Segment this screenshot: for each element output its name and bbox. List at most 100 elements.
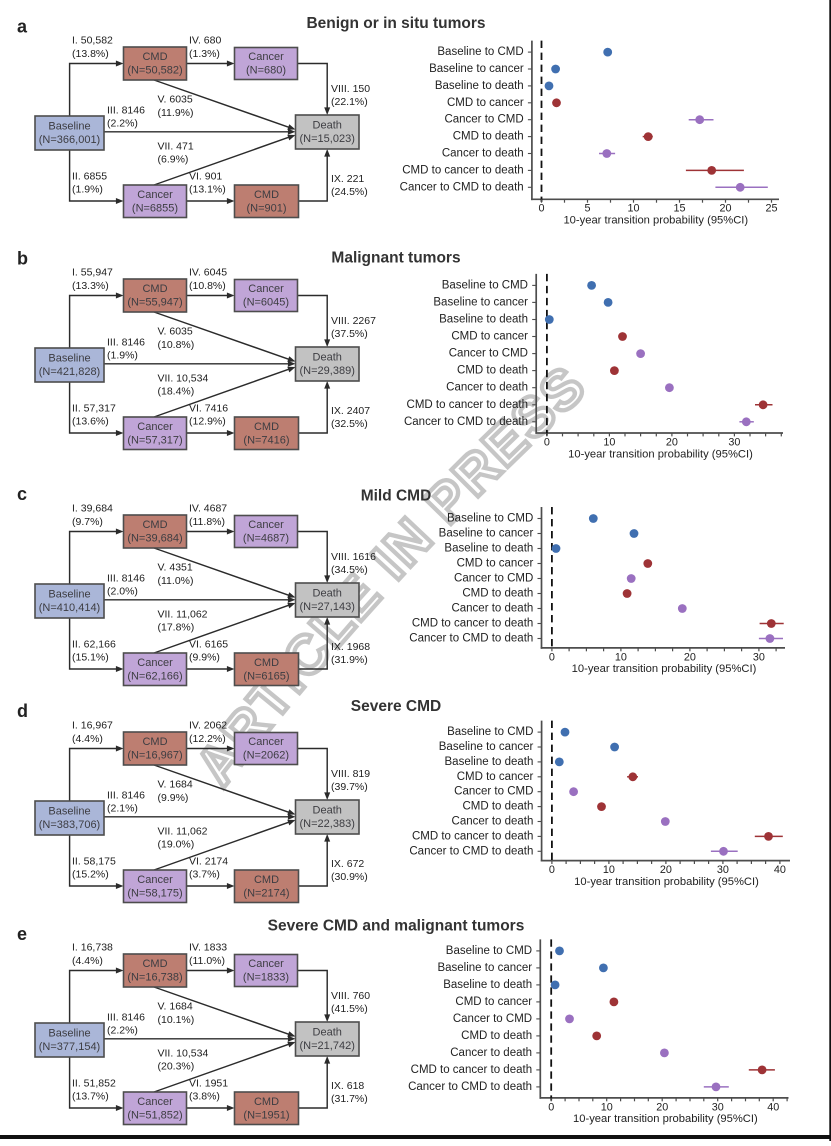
svg-text:VII. 11,062: VII. 11,062 xyxy=(158,825,208,837)
svg-text:Cancer to CMD to death: Cancer to CMD to death xyxy=(404,416,528,428)
svg-text:Cancer to CMD to death: Cancer to CMD to death xyxy=(400,181,524,193)
svg-text:c: c xyxy=(17,484,27,504)
svg-text:(N=16,738): (N=16,738) xyxy=(127,972,182,984)
svg-text:IV. 680: IV. 680 xyxy=(189,35,221,47)
svg-text:20: 20 xyxy=(684,651,696,663)
svg-text:(39.7%): (39.7%) xyxy=(331,781,368,793)
svg-text:20: 20 xyxy=(666,436,678,448)
svg-text:Cancer to CMD to death: Cancer to CMD to death xyxy=(409,633,533,645)
svg-text:(2.1%): (2.1%) xyxy=(107,803,138,815)
svg-text:Severe CMD and malignant tumor: Severe CMD and malignant tumors xyxy=(268,917,525,934)
svg-text:a: a xyxy=(17,17,28,37)
svg-text:(N=410,414): (N=410,414) xyxy=(39,602,100,614)
svg-text:(4.4%): (4.4%) xyxy=(72,733,103,745)
svg-text:III. 8146: III. 8146 xyxy=(107,573,145,585)
svg-text:40: 40 xyxy=(774,864,786,876)
svg-text:(18.4%): (18.4%) xyxy=(158,386,195,398)
svg-text:IX. 221: IX. 221 xyxy=(331,173,364,185)
svg-text:20: 20 xyxy=(660,864,672,876)
svg-text:(1.9%): (1.9%) xyxy=(107,350,138,362)
svg-text:V. 1684: V. 1684 xyxy=(158,779,193,791)
svg-text:(N=1833): (N=1833) xyxy=(243,972,289,984)
svg-text:30: 30 xyxy=(712,1101,724,1113)
svg-text:(N=6045): (N=6045) xyxy=(243,297,289,309)
svg-text:Cancer: Cancer xyxy=(248,736,284,748)
svg-text:(15.1%): (15.1%) xyxy=(72,652,109,664)
svg-text:Mild CMD: Mild CMD xyxy=(361,488,432,505)
svg-text:VI. 2174: VI. 2174 xyxy=(189,855,228,867)
svg-text:V. 1684: V. 1684 xyxy=(158,1001,193,1013)
svg-text:(N=55,947): (N=55,947) xyxy=(127,297,182,309)
svg-text:Baseline to CMD: Baseline to CMD xyxy=(437,46,523,58)
svg-text:Baseline to cancer: Baseline to cancer xyxy=(429,63,524,75)
svg-text:Baseline to CMD: Baseline to CMD xyxy=(447,726,533,738)
svg-text:0: 0 xyxy=(549,864,555,876)
svg-text:VII. 11,062: VII. 11,062 xyxy=(158,608,208,620)
svg-text:IV. 6045: IV. 6045 xyxy=(189,267,227,279)
svg-text:CMD: CMD xyxy=(254,874,279,886)
svg-text:(10.1%): (10.1%) xyxy=(158,1014,195,1026)
svg-text:CMD to cancer: CMD to cancer xyxy=(451,331,528,343)
svg-text:Baseline to cancer: Baseline to cancer xyxy=(439,528,534,540)
svg-text:(31.9%): (31.9%) xyxy=(331,654,368,666)
svg-text:(30.9%): (30.9%) xyxy=(331,871,368,883)
svg-text:Cancer to CMD: Cancer to CMD xyxy=(444,114,523,126)
svg-text:(N=58,175): (N=58,175) xyxy=(127,888,182,900)
svg-text:I. 50,582: I. 50,582 xyxy=(72,35,113,47)
svg-text:Death: Death xyxy=(313,120,342,132)
svg-text:VII. 10,534: VII. 10,534 xyxy=(158,372,209,384)
svg-text:(N=39,684): (N=39,684) xyxy=(127,533,182,545)
svg-text:Baseline to death: Baseline to death xyxy=(444,543,533,555)
svg-text:IV. 4687: IV. 4687 xyxy=(189,503,227,515)
svg-text:(12.2%): (12.2%) xyxy=(189,733,226,745)
svg-text:(17.8%): (17.8%) xyxy=(158,622,195,634)
svg-text:(N=22,383): (N=22,383) xyxy=(300,818,355,830)
svg-text:VIII. 1616: VIII. 1616 xyxy=(331,551,376,563)
svg-text:Baseline: Baseline xyxy=(48,353,90,365)
svg-text:e: e xyxy=(17,924,27,944)
svg-text:10-year transition probability: 10-year transition probability (95%CI) xyxy=(573,1113,758,1125)
svg-text:Cancer to CMD: Cancer to CMD xyxy=(449,348,528,360)
svg-text:Cancer: Cancer xyxy=(248,51,284,63)
svg-text:Cancer: Cancer xyxy=(248,519,284,531)
svg-text:(N=421,828): (N=421,828) xyxy=(39,366,100,378)
svg-text:Malignant tumors: Malignant tumors xyxy=(331,250,460,267)
svg-text:10-year transition probability: 10-year transition probability (95%CI) xyxy=(574,876,759,888)
svg-text:CMD to cancer to death: CMD to cancer to death xyxy=(411,1064,532,1076)
svg-text:10: 10 xyxy=(603,864,615,876)
svg-text:(37.5%): (37.5%) xyxy=(331,328,368,340)
svg-text:II. 51,852: II. 51,852 xyxy=(72,1077,116,1089)
svg-text:30: 30 xyxy=(753,651,765,663)
svg-text:30: 30 xyxy=(728,436,740,448)
svg-text:(N=377,154): (N=377,154) xyxy=(39,1041,100,1053)
svg-text:(N=680): (N=680) xyxy=(246,65,286,77)
svg-text:(N=16,967): (N=16,967) xyxy=(127,750,182,762)
svg-text:d: d xyxy=(17,701,28,721)
svg-text:II. 6855: II. 6855 xyxy=(72,170,107,182)
svg-text:(13.3%): (13.3%) xyxy=(72,280,109,292)
svg-text:(20.3%): (20.3%) xyxy=(158,1061,195,1073)
svg-text:Cancer to death: Cancer to death xyxy=(452,816,534,828)
svg-text:Baseline: Baseline xyxy=(48,806,90,818)
svg-text:CMD to cancer: CMD to cancer xyxy=(447,97,524,109)
svg-text:CMD to cancer: CMD to cancer xyxy=(455,996,532,1008)
svg-text:(N=4687): (N=4687) xyxy=(243,533,289,545)
svg-text:Cancer to death: Cancer to death xyxy=(446,382,528,394)
svg-text:Cancer: Cancer xyxy=(137,189,173,201)
svg-text:CMD: CMD xyxy=(142,283,167,295)
svg-text:IX. 618: IX. 618 xyxy=(331,1080,364,1092)
svg-text:0: 0 xyxy=(538,203,544,215)
svg-text:I. 16,967: I. 16,967 xyxy=(72,720,113,732)
svg-text:III. 8146: III. 8146 xyxy=(107,1012,145,1024)
svg-text:(41.5%): (41.5%) xyxy=(331,1003,368,1015)
svg-text:0: 0 xyxy=(549,651,555,663)
svg-text:VII. 10,534: VII. 10,534 xyxy=(158,1047,209,1059)
svg-text:Cancer to CMD: Cancer to CMD xyxy=(453,1013,532,1025)
svg-text:(N=29,389): (N=29,389) xyxy=(300,365,355,377)
svg-text:I. 55,947: I. 55,947 xyxy=(72,267,113,279)
svg-text:(9.7%): (9.7%) xyxy=(72,516,103,528)
svg-text:0: 0 xyxy=(544,436,550,448)
svg-text:(19.0%): (19.0%) xyxy=(158,839,195,851)
svg-text:(3.7%): (3.7%) xyxy=(189,869,220,881)
svg-text:Baseline to cancer: Baseline to cancer xyxy=(439,741,534,753)
